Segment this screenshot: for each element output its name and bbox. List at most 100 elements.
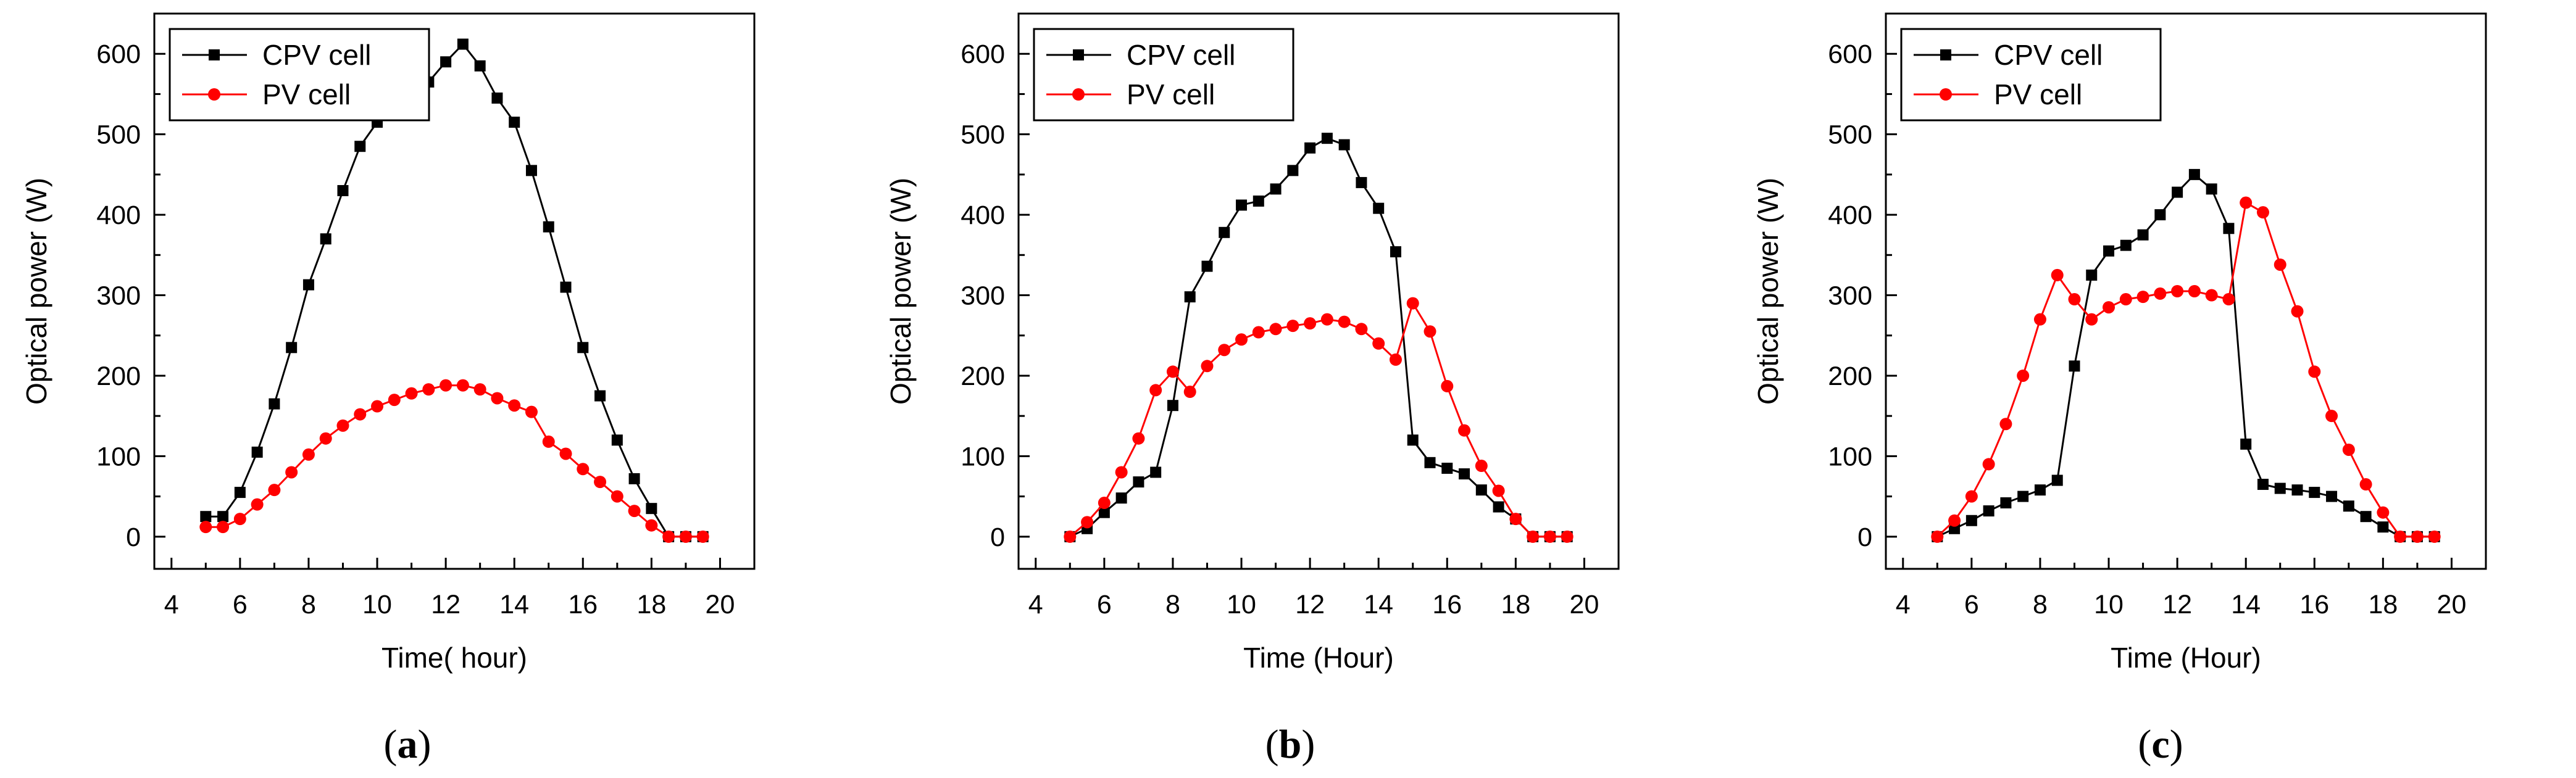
y-tick-label: 200: [961, 362, 1005, 391]
data-point: [542, 435, 555, 448]
data-point: [1201, 260, 1213, 272]
data-point: [560, 281, 572, 293]
data-point: [2223, 223, 2235, 234]
data-point: [2256, 206, 2269, 219]
legend-swatch-marker: [208, 88, 220, 101]
data-point: [2377, 506, 2390, 519]
data-point: [1098, 507, 1110, 518]
x-tick-label: 4: [1028, 590, 1043, 619]
data-point: [2188, 168, 2200, 180]
x-tick-label: 12: [1295, 590, 1325, 619]
x-tick-label: 14: [1364, 590, 1393, 619]
data-point: [611, 434, 623, 446]
y-tick-label: 400: [1828, 201, 1872, 230]
data-point: [525, 405, 538, 418]
caption-close-paren: ): [2170, 722, 2183, 767]
data-point: [1441, 462, 1453, 474]
data-point: [662, 530, 675, 543]
data-point: [2119, 293, 2132, 306]
data-point: [2326, 490, 2338, 502]
data-point: [1373, 202, 1385, 214]
data-point: [2240, 438, 2252, 450]
y-tick-label: 300: [96, 281, 141, 311]
series-cpv-cell: [200, 38, 709, 542]
data-point: [217, 511, 229, 523]
legend-swatch-marker: [1072, 88, 1085, 101]
data-point: [1999, 418, 2012, 431]
caption-open-paren: (: [1265, 722, 1279, 767]
data-point: [251, 446, 263, 458]
series-pv-cell: [1064, 297, 1574, 543]
data-point: [2137, 229, 2149, 241]
data-point: [1320, 313, 1333, 326]
data-point: [2120, 239, 2132, 251]
y-tick-label: 0: [990, 523, 1005, 552]
data-point: [1167, 400, 1178, 412]
data-point: [2360, 511, 2372, 523]
data-point: [1252, 326, 1265, 339]
y-axis-label: Optical power (W): [1752, 178, 1784, 405]
y-tick-label: 0: [1857, 523, 1872, 552]
data-point: [2291, 484, 2303, 496]
chart-panel-a: 4 6 8 10 12 14 16 18 200100200300400500600Time( …: [20, 12, 756, 767]
caption-letter: c: [2151, 722, 2169, 767]
data-point: [1201, 360, 1214, 373]
y-tick-label: 0: [126, 523, 141, 552]
x-tick-label: 14: [499, 590, 529, 619]
series-line: [206, 43, 703, 538]
data-point: [1561, 530, 1574, 543]
legend-box: [1033, 28, 1294, 122]
y-axis-label: Optical power (W): [20, 178, 52, 405]
y-tick-label: 300: [1828, 281, 1872, 311]
data-point: [2240, 196, 2253, 209]
data-point: [1338, 139, 1350, 151]
data-point: [456, 379, 469, 392]
data-point: [302, 448, 315, 461]
x-tick-label: 16: [1432, 590, 1462, 619]
data-point: [199, 521, 212, 534]
legend-entry: PV cell: [262, 78, 351, 110]
y-tick-label: 100: [96, 442, 141, 471]
caption-letter: b: [1279, 722, 1302, 767]
data-point: [679, 530, 692, 543]
legend-entry: PV cell: [1994, 78, 2082, 110]
data-point: [696, 530, 709, 543]
x-tick-label: 18: [2368, 590, 2398, 619]
data-point: [1115, 492, 1127, 504]
legend-swatch-marker: [209, 49, 220, 60]
legend-swatch-marker: [1073, 49, 1084, 60]
x-tick-label: 6: [233, 590, 248, 619]
data-point: [1184, 291, 1196, 303]
data-point: [268, 484, 281, 497]
legend-box: [1900, 28, 2162, 122]
data-point: [1218, 344, 1231, 357]
data-point: [1287, 165, 1299, 176]
data-point: [1493, 501, 1504, 513]
plot-frame: [1017, 12, 1620, 570]
data-point: [2034, 484, 2046, 496]
data-point: [1965, 515, 1977, 526]
x-tick-label: 6: [1964, 590, 1979, 619]
data-point: [1253, 195, 1264, 207]
data-point: [525, 165, 537, 176]
data-point: [509, 117, 520, 128]
y-tick-label: 600: [1828, 39, 1872, 69]
x-tick-label: 8: [301, 590, 316, 619]
y-tick-label: 500: [961, 120, 1005, 150]
data-point: [1983, 505, 1995, 517]
data-point: [2051, 268, 2064, 281]
data-point: [2394, 530, 2407, 543]
legend-entry: CPV cell: [262, 39, 371, 71]
data-point: [269, 398, 280, 410]
data-point: [628, 505, 641, 518]
series-line: [206, 384, 703, 538]
data-point: [2206, 183, 2217, 195]
series-cpv-cell: [1064, 133, 1573, 542]
data-point: [2359, 478, 2372, 491]
data-point: [2171, 285, 2184, 297]
x-tick-label: 12: [2162, 590, 2192, 619]
data-point: [1475, 484, 1487, 496]
